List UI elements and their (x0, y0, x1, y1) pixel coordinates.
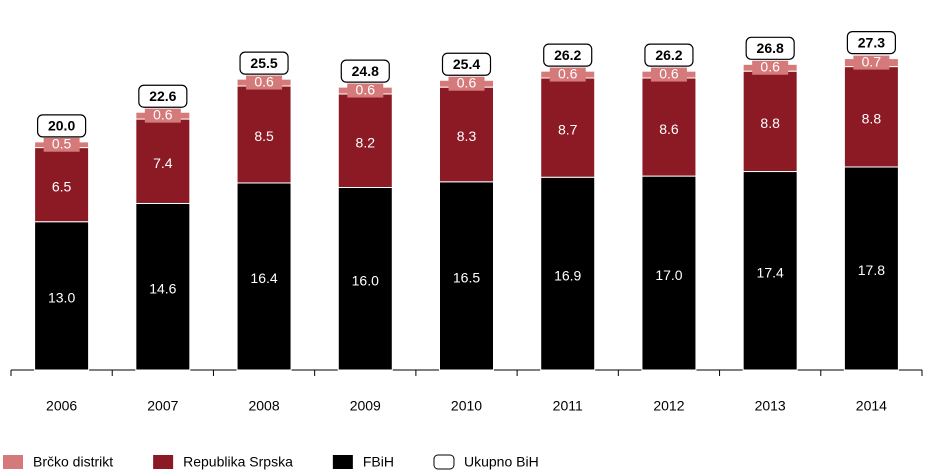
value-label: 0.6 (659, 65, 679, 81)
legend-swatch (153, 455, 174, 469)
legend-label: Brčko distrikt (33, 454, 113, 470)
bar-segment (742, 171, 798, 371)
value-label: 17.0 (655, 267, 682, 283)
value-label: 6.5 (52, 178, 72, 194)
legend-swatch (433, 454, 455, 470)
value-label: 0.6 (254, 73, 274, 89)
total-box (644, 43, 694, 67)
label-box (549, 67, 586, 82)
bar-segment (540, 176, 596, 371)
bar-segment (641, 77, 697, 177)
bar-segment (540, 77, 596, 178)
value-label: 16.4 (250, 270, 277, 286)
value-label: 16.0 (352, 272, 379, 288)
label-box (144, 108, 181, 123)
total-label: 22.6 (149, 88, 176, 104)
value-label: 17.4 (757, 264, 784, 280)
bar-segment (439, 86, 494, 183)
x-tick-label: 2013 (755, 398, 786, 414)
bar-segment (843, 166, 899, 371)
x-tick-label: 2012 (653, 398, 684, 414)
value-label: 8.5 (254, 128, 274, 144)
x-tick-label: 2014 (856, 398, 887, 414)
value-label: 0.6 (558, 65, 578, 81)
bar-segment (439, 181, 494, 371)
bar-segment (742, 70, 798, 173)
value-label: 0.7 (862, 53, 882, 69)
total-box (441, 52, 492, 76)
bar-segment (34, 147, 90, 223)
total-box (37, 114, 87, 138)
value-label: 14.6 (149, 280, 176, 296)
x-tick-label: 2006 (46, 398, 77, 414)
x-tick-label: 2007 (147, 398, 178, 414)
bar-segment (843, 66, 899, 168)
bar-segment (34, 221, 90, 371)
total-box (138, 84, 188, 108)
bar-segment (135, 202, 191, 371)
x-tick-label: 2008 (248, 398, 279, 414)
label-box (853, 55, 890, 70)
value-label: 13.0 (48, 290, 75, 306)
value-label: 7.4 (153, 155, 173, 171)
total-box (745, 36, 795, 60)
bar-segment (337, 187, 393, 371)
label-box (650, 67, 687, 82)
value-label: 0.5 (52, 135, 72, 151)
total-label: 20.0 (48, 118, 75, 134)
legend-label: Republika Srpska (183, 454, 293, 470)
value-label: 8.8 (760, 115, 780, 131)
value-label: 16.9 (554, 267, 581, 283)
label-box (347, 83, 384, 98)
value-label: 0.6 (153, 106, 173, 122)
total-label: 25.4 (453, 56, 480, 72)
legend-label: FBiH (363, 454, 394, 470)
value-label: 8.2 (356, 134, 376, 150)
total-label: 25.5 (250, 55, 277, 71)
value-label: 16.5 (453, 270, 480, 286)
value-label: 8.6 (659, 121, 679, 137)
legend-swatch (332, 455, 353, 469)
label-box (43, 137, 80, 152)
x-tick-label: 2011 (553, 398, 583, 414)
total-label: 24.8 (352, 63, 379, 79)
bar-segment (641, 175, 697, 371)
total-label: 26.2 (554, 47, 581, 63)
value-label: 0.6 (457, 74, 477, 90)
label-box (246, 75, 283, 90)
label-box (448, 76, 485, 91)
total-label: 26.2 (655, 47, 682, 63)
total-label: 27.3 (858, 34, 885, 50)
total-box (543, 43, 593, 67)
total-label: 26.8 (757, 40, 784, 56)
total-box (846, 31, 896, 55)
bar-segment (236, 85, 292, 184)
total-box (340, 59, 390, 83)
total-box (239, 51, 289, 75)
label-box (752, 60, 789, 75)
value-label: 0.6 (356, 81, 376, 97)
value-label: 0.6 (760, 58, 780, 74)
value-label: 17.8 (858, 262, 885, 278)
value-label: 8.7 (558, 121, 578, 137)
legend-swatch (3, 455, 23, 469)
value-label: 8.3 (457, 128, 477, 144)
value-label: 8.8 (862, 110, 882, 126)
x-tick-label: 2010 (451, 398, 482, 414)
legend-label: Ukupno BiH (464, 454, 539, 470)
bar-segment (135, 118, 191, 204)
x-tick-label: 2009 (350, 398, 381, 414)
